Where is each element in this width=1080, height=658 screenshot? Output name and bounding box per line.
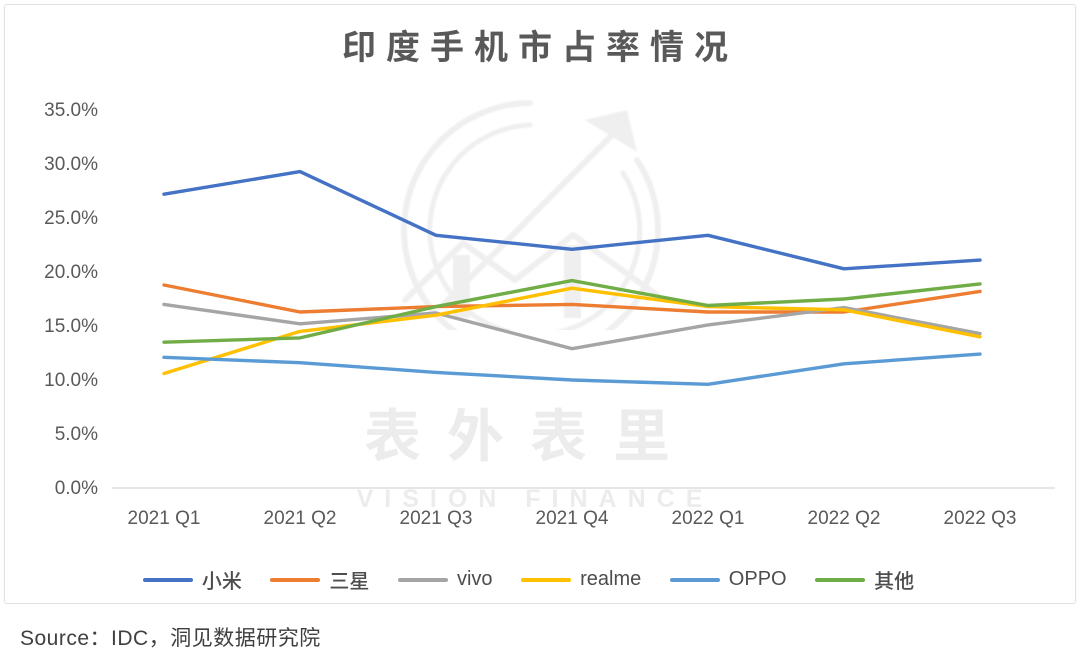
svg-text:2021 Q1: 2021 Q1 [128,508,201,529]
svg-text:20.0%: 20.0% [44,262,98,283]
svg-text:10.0%: 10.0% [44,370,98,391]
svg-text:0.0%: 0.0% [55,478,98,499]
svg-text:35.0%: 35.0% [44,100,98,121]
svg-text:2021 Q4: 2021 Q4 [536,508,609,529]
svg-text:25.0%: 25.0% [44,208,98,229]
svg-text:30.0%: 30.0% [44,154,98,175]
svg-text:2021 Q3: 2021 Q3 [400,508,473,529]
svg-text:15.0%: 15.0% [44,316,98,337]
svg-text:2022 Q3: 2022 Q3 [944,508,1017,529]
svg-text:2022 Q2: 2022 Q2 [808,508,881,529]
svg-text:2022 Q1: 2022 Q1 [672,508,745,529]
svg-text:2021 Q2: 2021 Q2 [264,508,337,529]
svg-text:5.0%: 5.0% [55,424,98,445]
